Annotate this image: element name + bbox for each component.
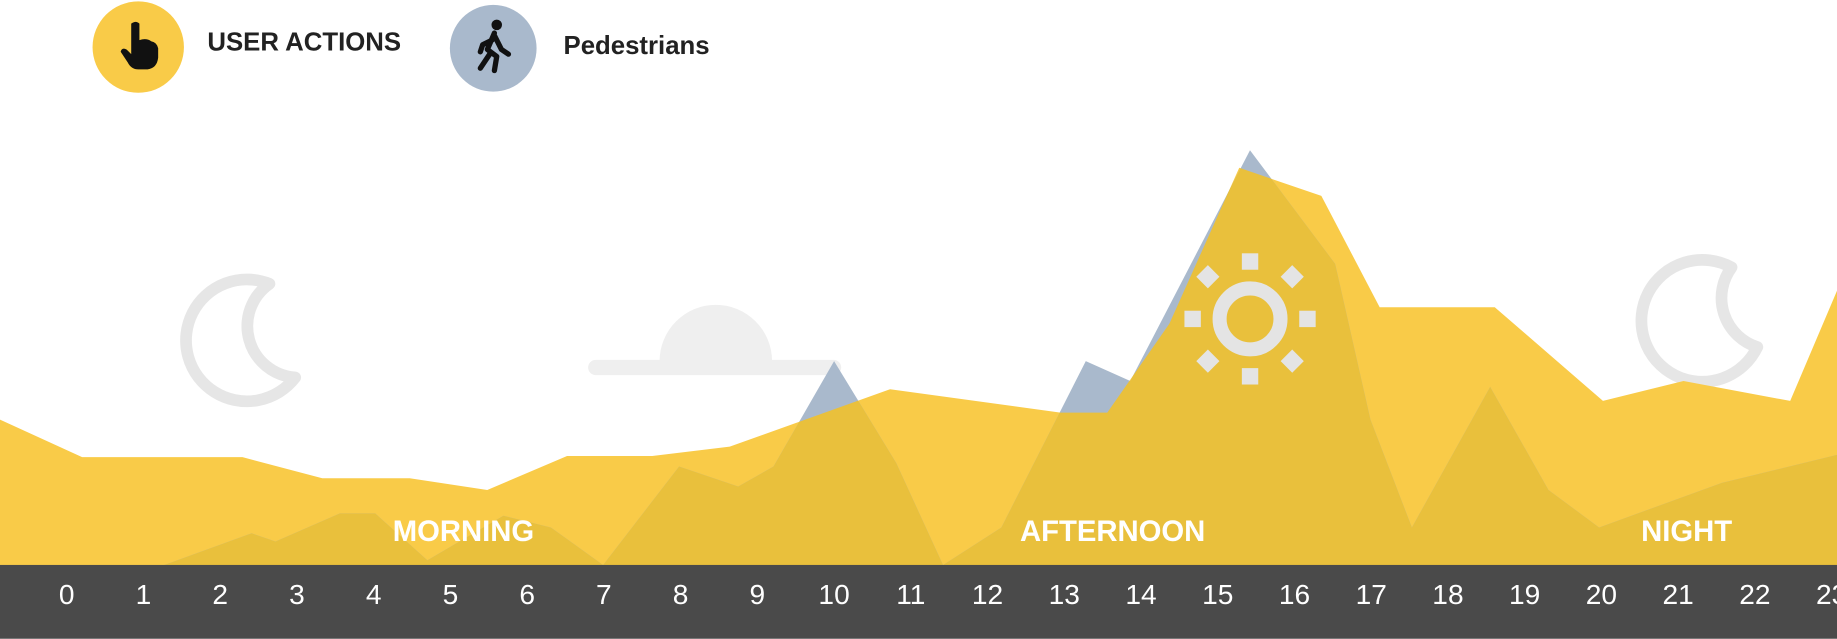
x-tick-label: 6 [519,579,535,610]
x-tick-label: 10 [818,579,849,610]
page: USER ACTIONS Pedestrians MORNING AFTERNOON… [0,0,1837,639]
x-tick-label: 11 [896,579,925,610]
moon-icon [1641,260,1757,382]
x-tick-label: 14 [1125,579,1156,610]
x-tick-label: 2 [212,579,228,610]
x-tick-label: 0 [59,579,75,610]
x-tick-label: 21 [1663,579,1694,610]
x-tick-label: 23 [1816,579,1837,610]
x-tick-label: 12 [972,579,1003,610]
x-tick-label: 18 [1432,579,1463,610]
areas [0,150,1837,565]
x-tick-label: 20 [1586,579,1617,610]
x-tick-label: 13 [1049,579,1080,610]
cloud-icon [588,360,841,375]
chart: USER ACTIONS Pedestrians MORNING AFTERNOON… [0,0,1837,639]
x-tick-label: 22 [1739,579,1770,610]
x-tick-label: 15 [1202,579,1233,610]
legend-label: Pedestrians [564,32,710,60]
period-label: NIGHT [1641,515,1732,548]
legend-label: USER ACTIONS [207,28,401,56]
x-tick-label: 9 [750,579,766,610]
legend: USER ACTIONS Pedestrians [93,1,710,92]
x-tick-label: 19 [1509,579,1540,610]
period-label: MORNING [393,515,534,548]
x-tick-label: 17 [1356,579,1387,610]
x-tick-label: 8 [673,579,689,610]
x-tick-label: 1 [136,579,152,610]
legend-swatch [450,5,537,92]
x-tick-label: 7 [596,579,612,610]
moon-icon [186,279,295,401]
x-tick-label: 4 [366,579,382,610]
cloud-icon [660,305,772,361]
x-tick-label: 3 [289,579,305,610]
x-tick-label: 16 [1279,579,1310,610]
period-label: AFTERNOON [1020,515,1205,548]
x-tick-label: 5 [443,579,459,610]
